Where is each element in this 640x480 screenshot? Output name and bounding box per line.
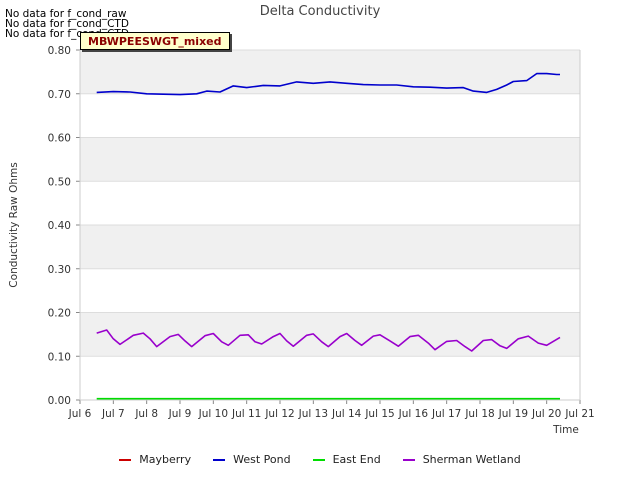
y-tick-label: 0.00: [48, 395, 71, 407]
plot-band: [80, 137, 580, 182]
legend-item-mayberry[interactable]: Mayberry: [119, 453, 191, 466]
legend-label: West Pond: [233, 453, 291, 466]
y-tick-label: 0.80: [48, 45, 71, 57]
x-tick-label: Jul 20: [531, 408, 561, 420]
legend-label: Mayberry: [139, 453, 192, 466]
y-tick-label: 0.60: [48, 133, 71, 145]
x-tick-label: Jul 16: [398, 408, 429, 420]
x-tick-label: Jul 19: [498, 408, 528, 420]
legend-swatch-sherman-wetland: [402, 458, 415, 461]
y-tick-label: 0.50: [48, 176, 71, 188]
x-tick-label: Jul 14: [331, 408, 362, 420]
legend-swatch-east-end: [312, 458, 325, 461]
series-line-west-pond: [96, 72, 560, 96]
legend-label: East End: [332, 453, 381, 466]
plot-band: [80, 225, 580, 269]
legend-label: Sherman Wetland: [422, 453, 521, 466]
legend-item-sherman-wetland[interactable]: Sherman Wetland: [402, 453, 521, 466]
x-axis-label: Time: [552, 424, 579, 436]
x-tick-label: Jul 18: [464, 408, 494, 420]
x-tick-label: Jul 11: [231, 408, 261, 420]
y-tick-label: 0.30: [48, 264, 71, 276]
no-data-message: No data for f_cond_raw: [5, 8, 127, 20]
x-tick-label: Jul 9: [168, 408, 192, 420]
legend-item-east-end[interactable]: East End: [312, 453, 381, 466]
x-tick-label: Jul 15: [364, 408, 394, 420]
x-tick-label: Jul 8: [134, 408, 158, 420]
y-tick-label: 0.40: [48, 220, 71, 232]
legend-swatch-mayberry: [119, 458, 132, 461]
y-tick-label: 0.10: [48, 351, 71, 363]
x-tick-label: Jul 21: [564, 408, 594, 420]
y-tick-label: 0.70: [48, 89, 71, 101]
legend-item-west-pond[interactable]: West Pond: [213, 453, 291, 466]
site-label-box: MBWPEESWGT_mixed: [80, 32, 230, 50]
y-tick-label: 0.20: [48, 308, 71, 320]
series-line-sherman-wetland: [96, 329, 561, 352]
plot-band: [80, 312, 580, 357]
x-tick-label: Jul 17: [431, 408, 461, 420]
x-tick-label: Jul 6: [68, 408, 92, 420]
chart-title: Delta Conductivity: [260, 4, 381, 19]
y-axis-label: Conductivity Raw Ohms: [8, 162, 20, 287]
x-tick-label: Jul 12: [264, 408, 294, 420]
x-tick-label: Jul 10: [198, 408, 228, 420]
legend-swatch-west-pond: [213, 458, 226, 461]
x-tick-label: Jul 7: [101, 408, 125, 420]
plot-band: [80, 50, 580, 94]
x-tick-label: Jul 13: [298, 408, 328, 420]
chart-legend: Mayberry West Pond East End Sherman Wetl…: [0, 453, 640, 466]
no-data-message: No data for f_cond_CTD: [5, 18, 129, 30]
